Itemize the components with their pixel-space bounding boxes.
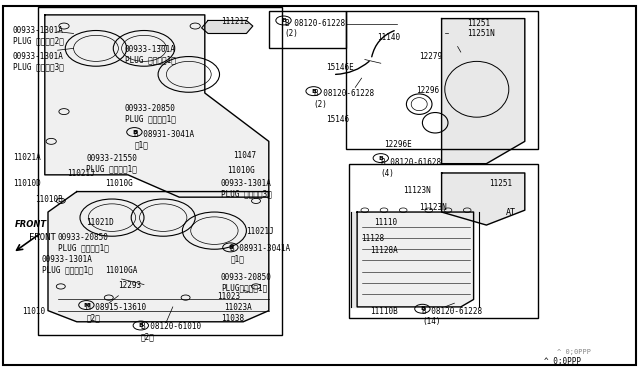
Text: 00933-1301A
PLUG プラグ（2）: 00933-1301A PLUG プラグ（2） [13,26,63,45]
Text: 15146E: 15146E [326,63,354,72]
Polygon shape [202,20,253,33]
Text: B: B [138,323,143,328]
Text: 11010G: 11010G [227,166,255,174]
Text: B: B [311,89,316,94]
Text: 12279: 12279 [419,52,442,61]
Text: B 08120-61010
（2）: B 08120-61010 （2） [141,322,201,341]
Text: 00933-20850
PLUG プラグ（1）: 00933-20850 PLUG プラグ（1） [58,232,108,252]
Text: 11021J: 11021J [67,169,95,178]
Text: 11021J: 11021J [246,227,274,236]
Text: 00933-21550
PLUG プラグ（1）: 00933-21550 PLUG プラグ（1） [86,154,137,174]
Text: 11110B: 11110B [370,307,397,316]
Text: 11023: 11023 [218,292,241,301]
Text: 11038: 11038 [221,314,244,323]
Text: 11010B: 11010B [35,195,63,204]
Text: B: B [228,245,233,250]
Text: 00933-1301A
PLUG プラグ（3）: 00933-1301A PLUG プラグ（3） [221,179,271,198]
Text: 11140: 11140 [378,33,401,42]
Text: 00933-1301A
PLUG プラグ（1）: 00933-1301A PLUG プラグ（1） [125,45,175,64]
Text: 11123N: 11123N [419,203,447,212]
Text: B 08120-61628
(4): B 08120-61628 (4) [381,158,441,177]
Text: B 08931-3041A
（1）: B 08931-3041A （1） [134,130,195,150]
Text: B 08120-61228
(2): B 08120-61228 (2) [285,19,345,38]
Bar [351,212,357,307]
Text: 11021D: 11021D [86,218,114,227]
Text: 00933-20850
PLUGプラグ（1）: 00933-20850 PLUGプラグ（1） [221,273,271,293]
Text: 11121Z: 11121Z [221,17,248,26]
Text: FRONT: FRONT [15,220,47,229]
Text: 11123N: 11123N [403,186,431,195]
Text: FRONT: FRONT [29,232,56,241]
Text: 12293: 12293 [118,281,141,290]
Text: AT: AT [506,208,516,217]
Text: 12296E: 12296E [384,140,412,148]
Text: 11010: 11010 [22,307,45,316]
Text: 11128A: 11128A [370,246,397,254]
Polygon shape [357,212,474,307]
Text: B 08120-61228
(2): B 08120-61228 (2) [314,89,374,109]
Text: B: B [378,155,383,161]
Text: 11010D: 11010D [13,179,40,187]
Text: 00933-20850
PLUG プラグ（1）: 00933-20850 PLUG プラグ（1） [125,104,175,124]
Bar [349,164,538,318]
Text: 11023A: 11023A [224,303,252,312]
Text: 00933-1301A
PLUG プラグ（3）: 00933-1301A PLUG プラグ（3） [13,52,63,71]
Polygon shape [442,173,525,225]
Text: B: B [420,306,425,311]
Bar [346,11,538,149]
Text: M: M [83,302,90,308]
Text: 15146: 15146 [326,115,349,124]
Text: M 08915-13610
（2）: M 08915-13610 （2） [86,303,147,323]
Polygon shape [48,192,269,322]
Text: B: B [281,18,286,23]
Text: 11110: 11110 [374,218,397,227]
Text: ^ 0;0PPP: ^ 0;0PPP [544,357,581,366]
Text: 11010GA: 11010GA [106,266,138,275]
Text: ^ 0;0PPP: ^ 0;0PPP [557,349,591,355]
Text: 11010G: 11010G [106,179,133,187]
Bar [38,7,282,335]
Text: 00933-1301A
PLUG プラグ（1）: 00933-1301A PLUG プラグ（1） [42,255,92,274]
Polygon shape [45,15,269,197]
Text: 11251: 11251 [490,179,513,187]
Text: 11047: 11047 [234,151,257,160]
Text: 11251
11251N: 11251 11251N [467,19,495,38]
Text: 11128: 11128 [362,234,385,243]
Text: 11021A: 11021A [13,153,40,161]
Polygon shape [442,19,525,164]
Text: B: B [132,129,137,135]
Text: 12296: 12296 [416,86,439,94]
Text: B 08120-61228
(14): B 08120-61228 (14) [422,307,483,326]
Text: B 08931-3041A
（1）: B 08931-3041A （1） [230,244,291,263]
Bar [269,11,346,48]
